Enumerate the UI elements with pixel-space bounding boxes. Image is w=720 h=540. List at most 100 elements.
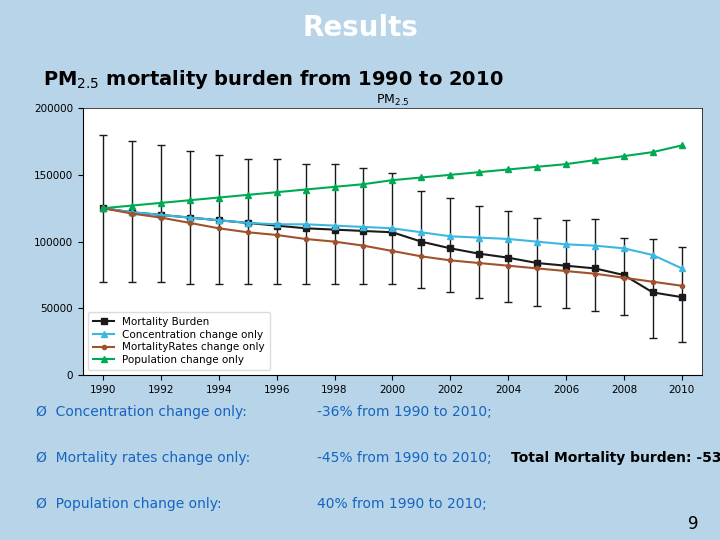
- Mortality Burden: [215, 217, 223, 224]
- Concentration change only: [504, 236, 513, 242]
- Mortality Burden: [330, 226, 339, 233]
- Population change only: [215, 194, 223, 201]
- Mortality Burden: [533, 260, 541, 266]
- Population change only: [446, 172, 454, 178]
- Text: Ø  Concentration change only:: Ø Concentration change only:: [36, 404, 247, 418]
- Concentration change only: [533, 238, 541, 245]
- Concentration change only: [301, 221, 310, 227]
- Mortality Burden: [417, 238, 426, 245]
- Mortality Burden: [678, 294, 686, 300]
- Mortality Burden: [475, 251, 484, 257]
- Concentration change only: [127, 209, 136, 215]
- Mortality Burden: [99, 205, 107, 212]
- Line: Concentration change only: Concentration change only: [100, 205, 685, 271]
- Mortality Burden: [504, 254, 513, 261]
- MortalityRates change only: [243, 229, 252, 235]
- Mortality Burden: [619, 272, 628, 278]
- Population change only: [330, 184, 339, 190]
- Legend: Mortality Burden, Concentration change only, MortalityRates change only, Populat: Mortality Burden, Concentration change o…: [88, 312, 270, 370]
- Text: 9: 9: [688, 515, 698, 534]
- Population change only: [301, 186, 310, 193]
- MortalityRates change only: [417, 253, 426, 260]
- MortalityRates change only: [127, 211, 136, 217]
- MortalityRates change only: [619, 274, 628, 281]
- MortalityRates change only: [475, 260, 484, 266]
- Population change only: [504, 166, 513, 173]
- MortalityRates change only: [215, 225, 223, 232]
- Population change only: [186, 197, 194, 204]
- Mortality Burden: [301, 225, 310, 232]
- Concentration change only: [388, 225, 397, 232]
- Text: Ø  Population change only:: Ø Population change only:: [36, 497, 222, 511]
- MortalityRates change only: [301, 236, 310, 242]
- Line: Mortality Burden: Mortality Burden: [100, 205, 685, 300]
- Mortality Burden: [272, 222, 281, 229]
- MortalityRates change only: [678, 282, 686, 289]
- Line: Population change only: Population change only: [100, 143, 685, 211]
- Mortality Burden: [446, 245, 454, 252]
- Text: -36% from 1990 to 2010;: -36% from 1990 to 2010;: [317, 404, 492, 418]
- Population change only: [475, 169, 484, 176]
- MortalityRates change only: [272, 232, 281, 238]
- Concentration change only: [619, 245, 628, 252]
- Mortality Burden: [388, 229, 397, 235]
- Population change only: [157, 200, 166, 206]
- MortalityRates change only: [157, 214, 166, 221]
- Concentration change only: [590, 242, 599, 249]
- MortalityRates change only: [99, 205, 107, 212]
- Text: Results: Results: [302, 15, 418, 42]
- Population change only: [359, 181, 368, 187]
- Population change only: [590, 157, 599, 164]
- Text: 40% from 1990 to 2010;: 40% from 1990 to 2010;: [317, 497, 487, 511]
- Mortality Burden: [186, 214, 194, 221]
- MortalityRates change only: [590, 271, 599, 277]
- MortalityRates change only: [388, 248, 397, 254]
- Concentration change only: [446, 233, 454, 240]
- MortalityRates change only: [504, 262, 513, 269]
- Mortality Burden: [649, 289, 657, 296]
- Concentration change only: [99, 205, 107, 212]
- Mortality Burden: [590, 265, 599, 272]
- Mortality Burden: [562, 262, 570, 269]
- MortalityRates change only: [562, 268, 570, 274]
- Population change only: [562, 161, 570, 167]
- Concentration change only: [157, 212, 166, 218]
- Concentration change only: [359, 224, 368, 230]
- Population change only: [533, 164, 541, 170]
- Population change only: [272, 189, 281, 195]
- MortalityRates change only: [186, 220, 194, 226]
- Concentration change only: [243, 220, 252, 226]
- Population change only: [649, 149, 657, 156]
- MortalityRates change only: [446, 257, 454, 264]
- Population change only: [243, 192, 252, 198]
- Concentration change only: [562, 241, 570, 247]
- Text: -45% from 1990 to 2010;: -45% from 1990 to 2010;: [317, 451, 492, 464]
- Mortality Burden: [359, 228, 368, 234]
- MortalityRates change only: [533, 265, 541, 272]
- Title: PM$_{2.5}$: PM$_{2.5}$: [376, 93, 409, 108]
- Text: Ø  Mortality rates change only:: Ø Mortality rates change only:: [36, 451, 251, 464]
- Population change only: [417, 174, 426, 181]
- Text: Total Mortality burden: -53%: Total Mortality burden: -53%: [511, 451, 720, 464]
- Population change only: [678, 142, 686, 149]
- Mortality Burden: [157, 212, 166, 218]
- Concentration change only: [215, 217, 223, 224]
- Concentration change only: [678, 265, 686, 272]
- Concentration change only: [186, 214, 194, 221]
- Concentration change only: [272, 221, 281, 227]
- Concentration change only: [649, 252, 657, 258]
- Mortality Burden: [243, 220, 252, 226]
- Population change only: [127, 202, 136, 209]
- Concentration change only: [330, 222, 339, 229]
- Text: PM$_{2.5}$ mortality burden from 1990 to 2010: PM$_{2.5}$ mortality burden from 1990 to…: [43, 68, 504, 91]
- MortalityRates change only: [330, 238, 339, 245]
- MortalityRates change only: [359, 242, 368, 249]
- Line: MortalityRates change only: MortalityRates change only: [101, 206, 684, 288]
- Population change only: [388, 177, 397, 184]
- MortalityRates change only: [649, 279, 657, 285]
- Mortality Burden: [127, 209, 136, 215]
- Concentration change only: [417, 229, 426, 235]
- Population change only: [99, 205, 107, 212]
- Concentration change only: [475, 234, 484, 241]
- Population change only: [619, 153, 628, 159]
